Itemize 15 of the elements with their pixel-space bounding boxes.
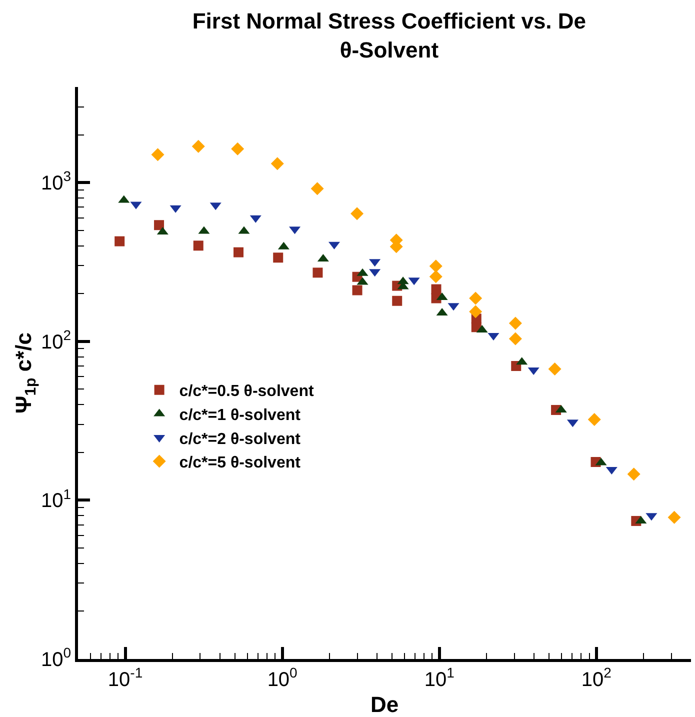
legend-label: c/c*=1 θ-solvent xyxy=(179,406,302,424)
chart-title: First Normal Stress Coefficient vs. De xyxy=(192,8,586,34)
x-tick-label: 10$^{-1}$ xyxy=(108,664,143,691)
y-tick-label: 10$^{0}$ xyxy=(40,644,72,671)
legend-label: c/c*=2 θ-solvent xyxy=(179,430,302,448)
x-tick-label: 10$^{2}$ xyxy=(581,664,612,691)
x-tick-label: 10$^{0}$ xyxy=(267,664,298,691)
y-tick-label: 10$^{2}$ xyxy=(40,327,72,354)
y-tick-label: 10$^{1}$ xyxy=(40,486,72,512)
y-tick-label: 10$^{3}$ xyxy=(40,168,72,195)
x-tick-label: 10$^{1}$ xyxy=(424,664,455,691)
chart-subtitle: θ-Solvent xyxy=(340,37,440,62)
x-axis-title: De xyxy=(370,692,399,717)
legend-label: c/c*=0.5 θ-solvent xyxy=(179,383,314,400)
legend-label: c/c*=5 θ-solvent xyxy=(179,454,302,472)
